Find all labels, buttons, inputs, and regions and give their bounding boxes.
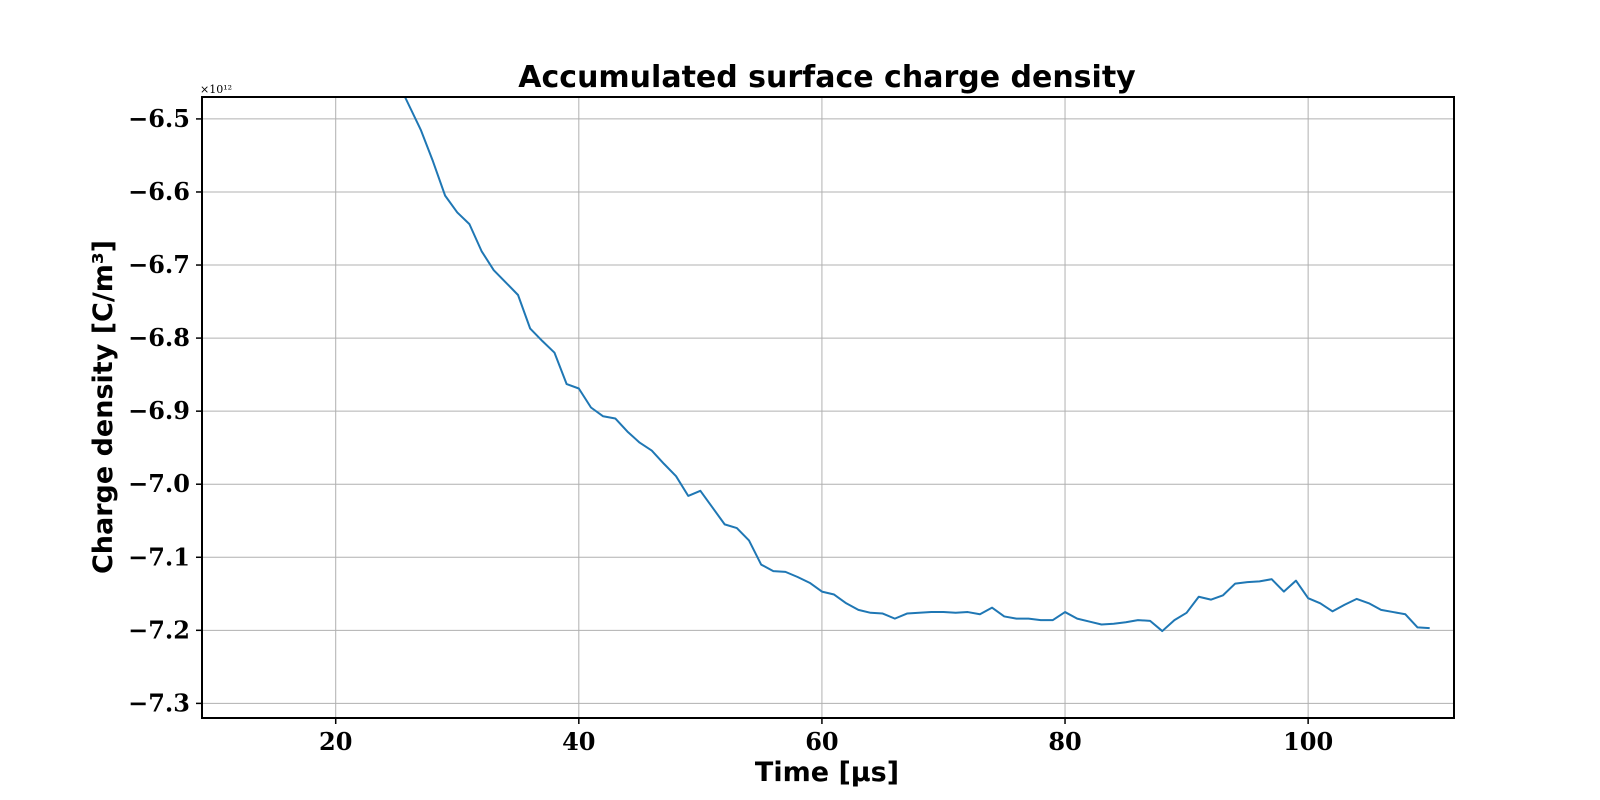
chart-title: Accumulated surface charge density: [518, 60, 1136, 95]
plot-frame: [201, 96, 1455, 719]
x-tick-label: 40: [562, 727, 595, 756]
y-tick-label: −6.7: [128, 250, 190, 279]
x-tick-label: 60: [805, 727, 838, 756]
y-tick-label: −6.6: [128, 177, 190, 206]
plot-area: [404, 96, 1430, 633]
y-axis-label: Charge density [C/m³]: [88, 240, 119, 574]
axis-ticks: [196, 118, 1309, 724]
y-tick-labels: −6.5 −6.6 −6.7 −6.8 −6.9 −7.0 −7.1 −7.2 −7.3: [128, 104, 190, 717]
grid-lines: [202, 97, 1454, 718]
x-tick-labels: 20 40 60 80 100: [319, 727, 1333, 756]
x-tick-label: 20: [319, 727, 352, 756]
x-tick-label: 80: [1048, 727, 1081, 756]
x-axis-label: Time [μs]: [755, 757, 899, 788]
y-tick-label: −7.0: [128, 469, 190, 498]
y-tick-label: −7.1: [128, 542, 190, 571]
y-offset-label: ×10¹²: [200, 83, 232, 96]
y-tick-label: −6.9: [128, 396, 190, 425]
y-tick-label: −7.3: [128, 688, 190, 717]
x-tick-label: 100: [1283, 727, 1333, 756]
y-tick-label: −6.8: [128, 323, 190, 352]
series-line: [404, 96, 1430, 633]
y-tick-label: −7.2: [128, 615, 190, 644]
y-tick-label: −6.5: [128, 104, 190, 133]
